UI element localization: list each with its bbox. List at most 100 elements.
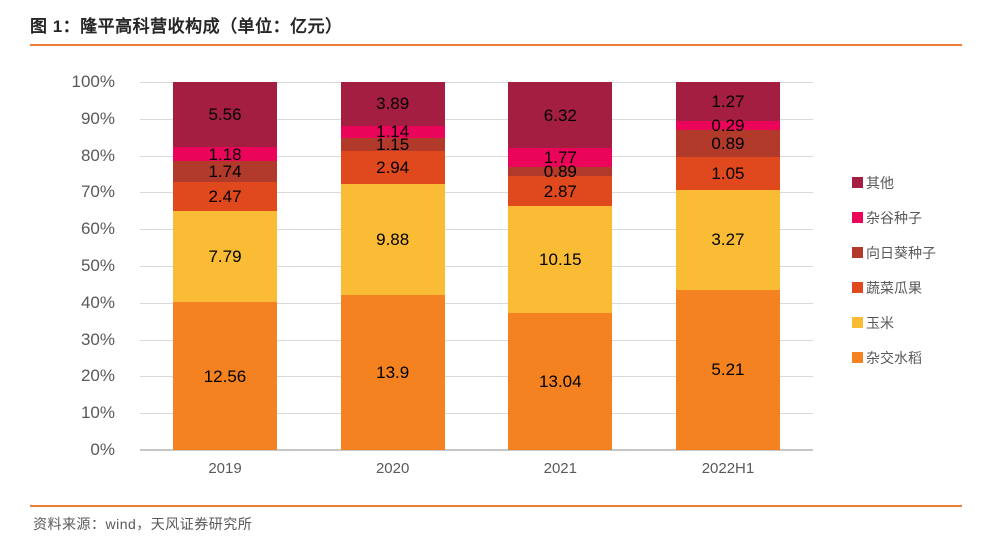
bar-segment-玉米: 3.27	[675, 189, 780, 290]
bar-value-label: 0.29	[711, 116, 745, 135]
legend-label: 杂谷种子	[866, 209, 922, 226]
bar-value-label: 1.05	[711, 163, 745, 183]
bar-segment-杂谷种子: 1.18	[173, 144, 277, 164]
grid-line	[140, 339, 813, 341]
legend-item-杂交水稻: 杂交水稻	[852, 347, 936, 368]
bar-value-label: 1.27	[711, 92, 745, 112]
bar-value-label: 1.74	[208, 162, 242, 181]
grid-line	[140, 82, 813, 83]
bar-segment-向日葵种子: 0.89	[508, 163, 613, 180]
y-tick-label: 70%	[80, 182, 115, 202]
legend-item-蔬菜瓜果: 蔬菜瓜果	[852, 277, 936, 298]
legend-label: 蔬菜瓜果	[866, 279, 922, 296]
bar-segment-杂交水稻: 5.21	[675, 289, 780, 450]
grid-line	[140, 192, 813, 194]
legend: 其他杂谷种子向日葵种子蔬菜瓜果玉米杂交水稻	[852, 172, 936, 382]
source-note: 资料来源：wind，天风证券研究所	[33, 516, 253, 532]
legend-item-玉米: 玉米	[852, 312, 936, 333]
bar-value-label: 1.18	[208, 144, 242, 164]
legend-label: 杂交水稻	[866, 349, 922, 366]
bar-2019: 12.56 7.79 2.47 1.74 1.18 5.56	[173, 82, 277, 450]
bar-segment-玉米: 9.88	[340, 184, 445, 295]
footer-divider	[30, 505, 962, 507]
title-divider	[30, 44, 962, 46]
x-tick-label: 2019	[208, 460, 242, 477]
bar-2020: 13.9 9.88 2.94 1.15 1.14 3.89	[340, 82, 445, 450]
bar-value-label: 3.89	[376, 94, 410, 114]
legend-label: 其他	[866, 174, 894, 191]
legend-item-杂谷种子: 杂谷种子	[852, 207, 936, 228]
y-tick-label: 90%	[80, 108, 115, 128]
grid-line	[140, 266, 813, 267]
figure-title: 图 1：隆平高科营收构成（单位：亿元）	[30, 17, 343, 36]
bar-value-label: 2.47	[208, 186, 242, 206]
x-tick-label: 2022H1	[701, 460, 755, 477]
bar-value-label: 0.89	[711, 134, 745, 154]
y-tick-label: 10%	[80, 403, 115, 423]
bar-value-label: 7.79	[208, 247, 242, 267]
bar-value-label: 10.15	[539, 250, 582, 270]
y-tick-label: 30%	[80, 329, 115, 349]
bar-value-label: 2.94	[376, 158, 410, 178]
grid-line	[140, 155, 813, 157]
bar-segment-其他: 6.32	[508, 82, 613, 149]
bar-2022H1: 5.21 3.27 1.05 0.89 0.29 1.27	[675, 82, 780, 450]
bar-segment-杂谷种子: 1.77	[508, 148, 613, 167]
bar-segment-其他: 5.56	[173, 82, 277, 148]
legend-item-其他: 其他	[852, 172, 936, 193]
x-tick-label: 2020	[375, 460, 410, 477]
y-tick-label: 50%	[80, 256, 115, 275]
legend-item-向日葵种子: 向日葵种子	[852, 242, 936, 263]
y-tick-label: 40%	[80, 292, 115, 312]
bar-segment-向日葵种子: 1.15	[340, 135, 445, 155]
bar-segment-其他: 1.27	[675, 82, 780, 122]
bar-segment-蔬菜瓜果: 2.47	[173, 181, 277, 211]
grid-line	[140, 376, 813, 378]
grid-line	[140, 229, 813, 231]
legend-swatch-icon	[852, 352, 863, 363]
bar-segment-杂谷种子: 1.14	[340, 122, 445, 142]
bar-segment-蔬菜瓜果: 2.94	[340, 151, 445, 185]
bar-value-label: 12.56	[203, 366, 247, 386]
bar-value-label: 0.89	[543, 162, 577, 182]
y-axis: 100% 90% 80% 70% 60% 50% 40% 30% 20% 10% 0%	[30, 72, 115, 459]
bar-value-label: 1.15	[376, 135, 410, 155]
bar-segment-玉米: 7.79	[173, 210, 277, 303]
bar-value-label: 5.21	[711, 360, 745, 380]
bar-value-label: 3.27	[711, 230, 745, 250]
y-tick-label: 60%	[80, 219, 115, 239]
grid-line	[140, 302, 813, 304]
y-tick-label: 80%	[80, 145, 115, 165]
bar-value-label: 5.56	[208, 105, 242, 125]
grid-line	[140, 118, 813, 120]
x-axis-baseline	[140, 449, 813, 451]
legend-swatch-icon	[852, 247, 863, 258]
legend-swatch-icon	[852, 177, 863, 188]
bar-value-label: 6.32	[543, 105, 577, 125]
bar-value-label: 13.04	[539, 372, 582, 392]
x-axis: 2019 2020 2021 2022H1	[140, 460, 813, 477]
y-tick-label: 100%	[71, 72, 115, 91]
bar-segment-向日葵种子: 0.89	[675, 129, 780, 158]
bar-segment-其他: 3.89	[340, 82, 445, 126]
legend-swatch-icon	[852, 317, 863, 328]
plot-area: 12.56 7.79 2.47 1.74 1.18 5.56 13.9 9.88 2.94 1.1…	[140, 82, 813, 451]
bar-segment-玉米: 10.15	[508, 206, 613, 314]
bar-segment-杂谷种子: 0.29	[675, 117, 780, 134]
y-tick-label: 20%	[80, 366, 115, 386]
legend-label: 玉米	[866, 314, 894, 331]
y-tick-label: 0%	[90, 440, 115, 459]
bar-segment-向日葵种子: 1.74	[173, 161, 277, 182]
bar-segment-杂交水稻: 12.56	[173, 302, 277, 450]
legend-swatch-icon	[852, 282, 863, 293]
bar-segment-杂交水稻: 13.9	[340, 294, 445, 450]
bar-2021: 13.04 10.15 2.87 0.89 1.77 6.32	[508, 82, 613, 450]
bar-value-label: 1.14	[376, 122, 410, 142]
x-tick-label: 2021	[543, 460, 577, 477]
bar-value-label: 2.87	[543, 181, 577, 201]
bar-segment-蔬菜瓜果: 2.87	[508, 176, 613, 207]
bars-container: 12.56 7.79 2.47 1.74 1.18 5.56 13.9 9.88 2.94 1.1…	[140, 82, 813, 450]
legend-label: 向日葵种子	[866, 244, 936, 261]
bar-segment-蔬菜瓜果: 1.05	[675, 157, 780, 190]
bar-value-label: 9.88	[376, 229, 410, 249]
